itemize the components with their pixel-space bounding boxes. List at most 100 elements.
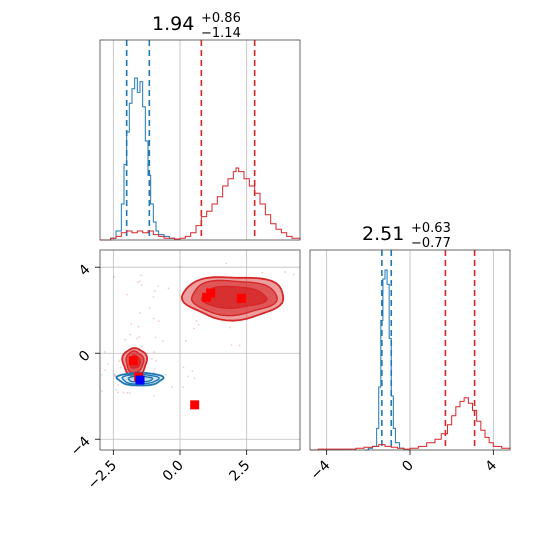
sample-point	[316, 307, 318, 309]
ytick-label: −4	[68, 434, 94, 460]
sample-point	[155, 359, 157, 362]
sample-point	[113, 375, 116, 377]
sample-point	[242, 240, 244, 242]
sample-point	[320, 342, 322, 344]
sample-point	[154, 336, 157, 339]
sample-point	[153, 290, 156, 293]
sample-point	[153, 371, 155, 374]
xtick-label: 0.0	[160, 458, 187, 485]
title-lower: −1.14	[201, 26, 241, 41]
sample-point	[238, 344, 241, 347]
sample-point	[197, 323, 200, 326]
sample-point	[206, 245, 208, 247]
sample-point	[79, 383, 81, 385]
sample-point	[115, 389, 118, 391]
sample-point	[182, 386, 184, 389]
sample-point	[101, 373, 103, 376]
sample-point	[170, 386, 173, 388]
sample-point	[117, 384, 120, 386]
sample-point	[148, 307, 151, 310]
sample-point	[284, 271, 287, 273]
sample-point	[352, 269, 354, 271]
title-value: 2.51	[362, 223, 404, 245]
sample-point	[128, 392, 131, 394]
xtick-label: 2.5	[226, 458, 253, 485]
xtick-label: 0	[399, 458, 417, 476]
sample-point	[153, 368, 156, 370]
sample-point	[88, 374, 90, 376]
title-value: 1.94	[152, 13, 194, 35]
sample-point	[164, 373, 167, 376]
marginal-x-panel	[99, 39, 301, 241]
marginal-y-panel: −4 0 4	[308, 249, 511, 483]
sample-point	[113, 373, 116, 375]
histogram-series-1	[100, 167, 301, 241]
sample-point	[129, 333, 132, 336]
sample-point	[140, 274, 143, 277]
sample-point	[126, 392, 129, 394]
marker-square	[206, 288, 216, 298]
sample-point	[124, 338, 127, 341]
sample-point	[292, 273, 295, 276]
sample-point	[195, 320, 198, 322]
sample-point	[184, 340, 187, 342]
sample-point	[126, 293, 129, 296]
marker-square	[128, 356, 138, 366]
histogram-series-1	[310, 397, 511, 451]
sample-point	[139, 312, 142, 314]
axes-frame	[99, 249, 301, 451]
sample-point	[191, 370, 194, 373]
sample-point	[229, 326, 232, 329]
sample-point	[303, 253, 305, 255]
sample-point	[217, 245, 219, 247]
xtick-label: 4	[483, 457, 501, 475]
sample-point	[182, 366, 185, 369]
sample-point	[193, 377, 196, 380]
sample-point	[152, 317, 155, 320]
marker-square	[135, 375, 145, 385]
sample-point	[162, 340, 164, 342]
sample-point	[300, 244, 302, 246]
title-upper: +0.86	[201, 11, 241, 26]
sample-point	[306, 305, 308, 307]
sample-point	[349, 270, 351, 272]
sample-point	[193, 327, 195, 330]
xtick-label: −4	[308, 457, 334, 483]
ytick-label: 0	[76, 348, 94, 366]
sample-point	[179, 266, 182, 268]
sample-point	[118, 360, 121, 363]
title-lower: −0.77	[411, 236, 451, 251]
sample-point	[101, 390, 104, 393]
sample-point	[153, 351, 156, 354]
histogram-series-0	[364, 269, 405, 451]
sample-point	[261, 271, 264, 274]
sample-point	[146, 352, 149, 355]
sample-point	[362, 319, 364, 321]
sample-point	[322, 285, 324, 287]
marginal-y-title: 2.51 +0.63 −0.77	[362, 221, 451, 251]
title-upper: +0.63	[411, 221, 451, 236]
sample-point	[141, 345, 143, 348]
sample-point	[230, 344, 233, 347]
sample-point	[187, 375, 190, 378]
sample-point	[303, 268, 305, 270]
histogram-series-0	[100, 77, 181, 241]
sample-point	[152, 296, 155, 298]
sample-point	[97, 376, 99, 378]
sample-point	[113, 275, 115, 278]
axes-frame	[99, 39, 301, 241]
sample-point	[117, 391, 119, 394]
sample-point	[86, 378, 88, 380]
sample-point	[136, 337, 139, 340]
sample-point	[349, 321, 351, 323]
sample-point	[157, 285, 160, 287]
sample-point	[140, 283, 143, 286]
sample-point	[119, 366, 122, 369]
sample-point	[138, 335, 141, 338]
sample-point	[153, 394, 155, 397]
sample-point	[107, 363, 109, 366]
ytick-label: 4	[76, 261, 94, 279]
sample-point	[136, 281, 139, 284]
marginal-x-title: 1.94 +0.86 −1.14	[152, 11, 241, 41]
